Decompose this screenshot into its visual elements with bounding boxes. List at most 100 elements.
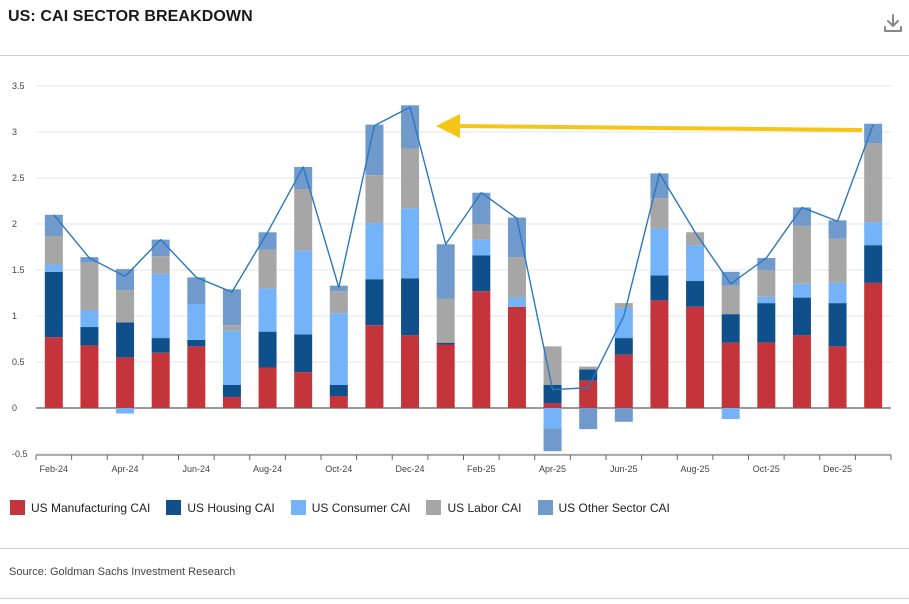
bar-housing [686,281,705,307]
legend-item-labor[interactable]: US Labor CAI [426,500,522,515]
bar-manufacturing [579,380,598,408]
bar-other [828,220,847,239]
bar-manufacturing [864,282,883,408]
bar-manufacturing [686,306,705,408]
bar-labor [507,257,526,298]
bar-manufacturing [721,342,740,408]
bar-manufacturing [614,354,633,408]
bar-labor [258,249,277,289]
bar-housing [294,334,313,373]
bar-consumer [757,296,776,304]
y-tick-label: 3 [12,127,17,137]
bar-housing [80,327,99,346]
bar-manufacturing [828,346,847,408]
bar-housing [579,369,598,381]
bar-consumer [650,228,669,276]
bar-labor [80,262,99,311]
bar-labor [151,256,170,274]
bar-consumer [294,250,313,335]
total-line [53,106,874,391]
bar-labor [543,346,562,385]
legend-label-other: US Other Sector CAI [558,500,670,515]
bar-manufacturing [222,396,241,408]
bar-labor [365,175,384,224]
arrow-shaft [454,124,863,132]
bar-housing [864,245,883,283]
legend-label-labor: US Labor CAI [447,500,522,515]
page-title: US: CAI SECTOR BREAKDOWN [8,8,253,25]
bar-consumer [507,297,526,307]
bar-other [579,408,598,430]
bar-labor [579,366,598,370]
bar-manufacturing [151,352,170,408]
bar-consumer [258,288,277,332]
bar-labor [757,270,776,297]
bar-other [187,277,206,305]
bar-housing [365,279,384,326]
bar-other [792,207,811,226]
legend-item-housing[interactable]: US Housing CAI [166,500,275,515]
bar-consumer [864,222,883,246]
bar-consumer [365,223,384,280]
bar-housing [187,339,206,347]
bar-consumer [151,273,170,339]
bar-consumer [44,264,63,272]
bar-labor [650,198,669,229]
bar-housing [721,314,740,343]
x-tick-label: Dec-25 [823,464,852,474]
bar-consumer [116,408,135,414]
legend-item-consumer[interactable]: US Consumer CAI [290,500,410,515]
axes: -0.5 0 0.5 1 1.5 2 2.5 3 3.5 Feb-24 Apr-24 Jun-24 Au… [12,81,892,474]
bar-labor [721,285,740,315]
bar-other [721,271,740,286]
x-tick-label: Aug-25 [681,464,710,474]
total-cai-line [53,106,874,391]
download-icon[interactable] [880,10,906,36]
y-tick-label: 0.5 [12,357,25,367]
legend-item-manufacturing[interactable]: US Manufacturing CAI [10,500,150,515]
x-tick-label: Apr-25 [539,464,566,474]
legend-swatch-manufacturing [10,500,25,515]
bar-manufacturing [116,357,135,408]
bar-consumer [401,208,420,279]
bar-other [543,428,562,452]
bar-housing [222,385,241,397]
bar-labor [294,189,313,251]
y-tick-label: -0.5 [12,449,28,459]
y-tick-label: 1.5 [12,265,25,275]
bar-consumer [187,304,206,340]
stacked-bars [44,105,883,452]
sector-breakdown-chart: -0.5 0 0.5 1 1.5 2 2.5 3 3.5 Feb-24 Apr-24 Jun-24 Au… [12,81,892,474]
bar-other [116,269,135,291]
bar-housing [792,297,811,336]
bar-consumer [80,310,99,328]
bar-manufacturing [543,403,562,408]
bar-labor [686,232,705,246]
legend-swatch-housing [166,500,182,515]
bar-manufacturing [294,372,313,408]
bar-labor [864,143,883,223]
x-tick-label: Feb-24 [40,464,69,474]
y-tick-label: 1 [12,311,17,321]
bar-other [401,105,420,149]
x-tick-label: Aug-24 [253,464,282,474]
footer-divider [0,548,909,549]
annotation-arrow [436,114,863,138]
y-tick-label: 2.5 [12,173,25,183]
bottom-divider [0,598,909,599]
bar-manufacturing [792,335,811,408]
bar-other [258,232,277,250]
bar-housing [614,338,633,355]
bar-manufacturing [436,344,455,408]
bar-consumer [222,330,241,385]
bar-housing [757,303,776,343]
legend-item-other[interactable]: US Other Sector CAI [537,500,670,515]
x-tick-label: Jun-24 [183,464,211,474]
gridlines [36,85,891,455]
bar-manufacturing [44,337,63,408]
bar-consumer [472,239,491,256]
bar-housing [436,342,455,345]
x-tick-label: Feb-25 [467,464,496,474]
bar-consumer [686,245,705,282]
bar-consumer [828,282,847,304]
